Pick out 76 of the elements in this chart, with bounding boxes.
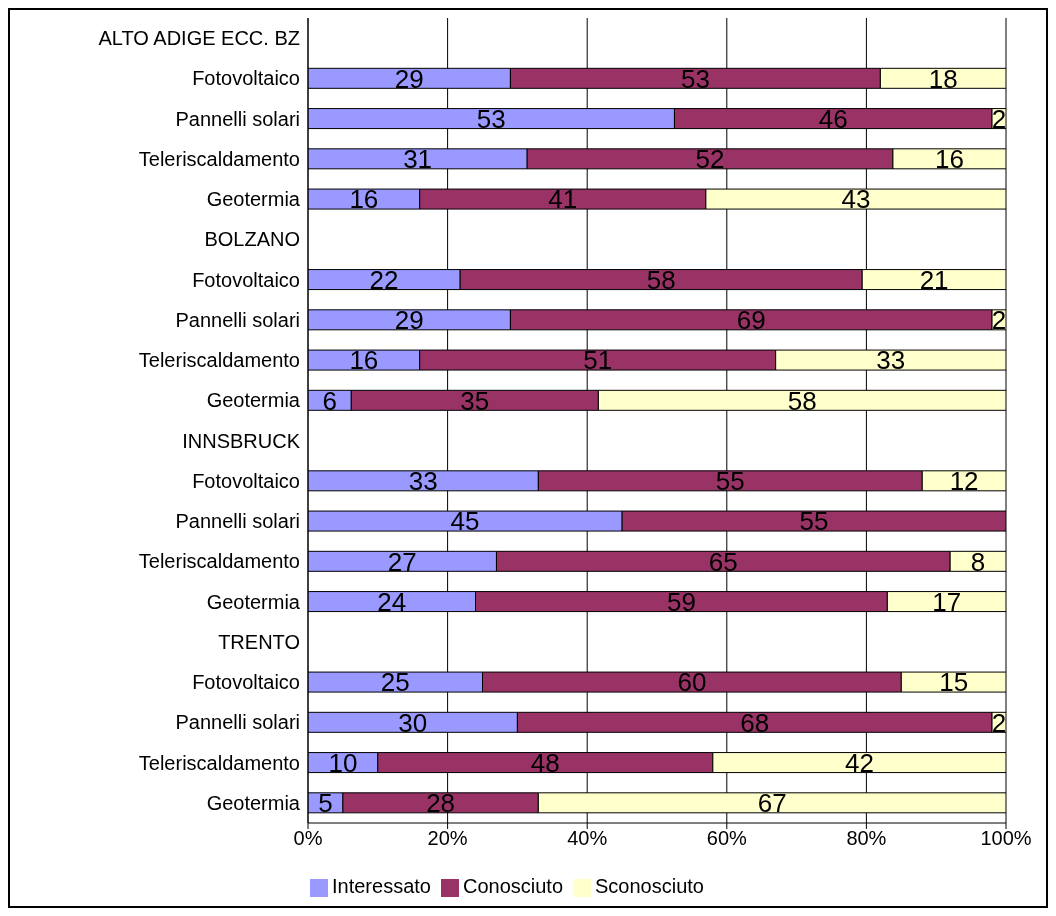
y-tick-label: BOLZANO [204, 228, 300, 251]
y-tick-label: Fotovoltaico [192, 469, 300, 492]
x-tick-label: 100% [980, 827, 1032, 850]
data-label: 33 [408, 466, 438, 497]
y-tick-label: Teleriscaldamento [138, 147, 300, 170]
data-label: 55 [799, 506, 829, 537]
y-tick-label: INNSBRUCK [182, 429, 301, 452]
y-tick-label: Fotovoltaico [192, 268, 300, 291]
x-tick-label: 0% [293, 827, 323, 850]
data-label: 29 [394, 305, 424, 336]
y-tick-label: Teleriscaldamento [138, 349, 300, 372]
legend-label: Conosciuto [462, 875, 564, 897]
data-label: 29 [394, 63, 424, 94]
y-tick-label: Teleriscaldamento [138, 550, 300, 573]
data-label: 12 [949, 466, 979, 497]
data-label: 45 [450, 506, 480, 537]
data-label: 17 [932, 586, 962, 617]
y-tick-label: Pannelli solari [175, 510, 300, 533]
y-tick-label: ALTO ADIGE ECC. BZ [98, 27, 300, 50]
data-label: 48 [530, 747, 560, 778]
legend-label: Interessato [332, 875, 431, 897]
y-tick-label: Geotermia [206, 389, 301, 412]
y-tick-label: Geotermia [206, 590, 301, 613]
data-label: 67 [757, 788, 787, 819]
data-label: 18 [928, 63, 958, 94]
data-label: 16 [349, 345, 379, 376]
y-tick-label: Fotovoltaico [192, 671, 300, 694]
data-label: 60 [677, 667, 707, 698]
data-label: 15 [939, 667, 969, 698]
data-label: 24 [377, 586, 407, 617]
data-label: 35 [460, 385, 490, 416]
data-label: 51 [583, 345, 613, 376]
data-label: 33 [876, 345, 906, 376]
data-label: 16 [349, 184, 379, 215]
data-label: 21 [919, 264, 949, 295]
data-label: 59 [666, 586, 696, 617]
data-label: 16 [935, 144, 964, 175]
x-tick-label: 20% [427, 827, 468, 850]
x-tick-label: 60% [706, 827, 748, 850]
y-tick-label: Pannelli solari [175, 107, 300, 130]
data-label: 30 [398, 707, 428, 738]
data-label: 58 [787, 385, 817, 416]
data-label: 6 [322, 385, 337, 416]
y-tick-label: Geotermia [206, 791, 301, 814]
data-label: 28 [426, 788, 456, 819]
data-label: 41 [548, 184, 578, 215]
data-label: 10 [328, 747, 358, 778]
data-label: 27 [387, 546, 417, 577]
data-label: 55 [715, 466, 745, 497]
data-label: 22 [369, 264, 399, 295]
y-tick-label: Pannelli solari [175, 308, 300, 331]
data-label: 25 [380, 667, 410, 698]
legend-label: Sconosciuto [595, 875, 704, 897]
data-label: 68 [740, 707, 770, 738]
y-tick-label: TRENTO [218, 630, 300, 653]
x-tick-label: 40% [567, 827, 608, 850]
y-tick-label: Geotermia [206, 188, 301, 211]
data-label: 31 [403, 144, 433, 175]
data-label: 69 [736, 305, 766, 336]
data-label: 2 [991, 305, 1007, 336]
data-label: 42 [844, 747, 874, 778]
data-label: 8 [970, 546, 986, 577]
data-label: 53 [476, 103, 506, 134]
y-tick-label: Teleriscaldamento [138, 751, 300, 774]
data-label: 53 [680, 63, 710, 94]
data-label: 5 [318, 788, 333, 819]
x-tick-label: 80% [846, 827, 887, 850]
data-label: 2 [991, 707, 1007, 738]
data-label: 65 [708, 546, 738, 577]
y-tick-label: Pannelli solari [175, 711, 300, 734]
data-label: 2 [991, 103, 1007, 134]
data-label: 52 [695, 144, 725, 175]
data-label: 58 [646, 264, 676, 295]
data-label: 43 [841, 184, 871, 215]
data-label: 46 [818, 103, 848, 134]
y-tick-label: Fotovoltaico [192, 67, 300, 90]
